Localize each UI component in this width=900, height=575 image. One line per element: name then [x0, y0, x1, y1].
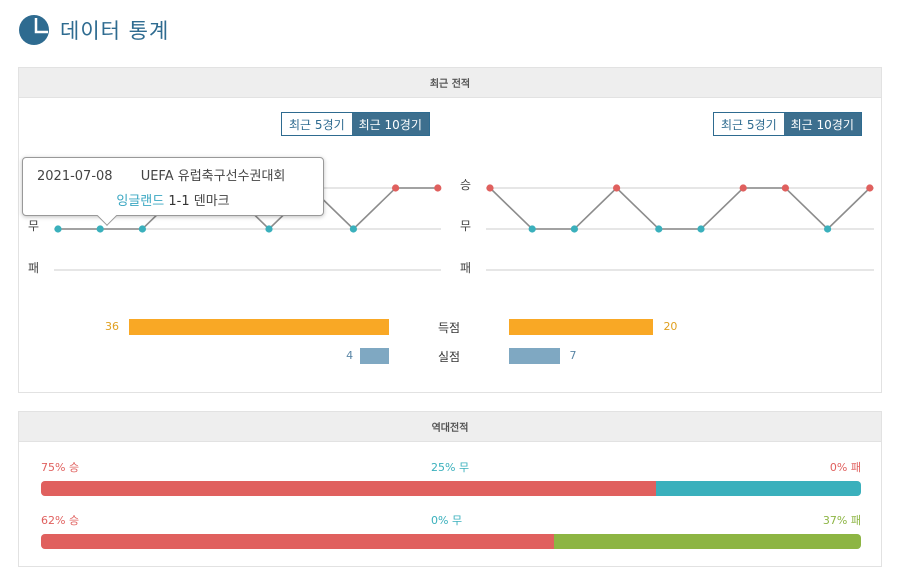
pie-chart-icon	[19, 15, 49, 45]
left-recent-10-button[interactable]: 최근 10경기	[351, 113, 429, 135]
goals-conceded-left-bar	[360, 348, 389, 364]
h2h-row-1-win-segment	[41, 481, 656, 496]
h2h-row-1-bar	[41, 481, 861, 496]
goals-scored-left-value: 36	[105, 320, 119, 333]
right-form-point-10[interactable]	[866, 184, 874, 192]
h2h-row-2-loss-segment	[553, 534, 861, 549]
right-draw-axis-label: 무	[460, 219, 472, 233]
left-form-point-2[interactable]	[96, 225, 104, 233]
left-loss-axis-label: 패	[28, 261, 40, 275]
right-form-point-3[interactable]	[570, 225, 579, 233]
tooltip-home-team[interactable]: 잉글랜드	[116, 194, 165, 209]
tooltip-away-team: 덴마크	[193, 194, 230, 209]
right-form-point-2[interactable]	[528, 225, 536, 233]
goals-conceded-right-value: 7	[569, 349, 577, 362]
right-loss-axis-label: 패	[460, 261, 472, 275]
tooltip-date: 2021-07-08	[37, 169, 113, 184]
recent-form-header: 최근 전적	[19, 68, 881, 98]
right-recent-10-button[interactable]: 최근 10경기	[783, 113, 861, 135]
goals-scored-row: 36 득점 20	[19, 317, 881, 337]
left-form-point-1[interactable]	[54, 225, 62, 233]
left-recent-5-button[interactable]: 최근 5경기	[282, 113, 352, 135]
goals-scored-right-bar	[509, 319, 654, 335]
head-to-head-header: 역대전적	[19, 412, 881, 442]
right-form-point-1[interactable]	[486, 184, 494, 192]
page-header: 데이터 통계	[18, 12, 169, 48]
left-form-point-9[interactable]	[392, 184, 400, 192]
h2h-row-2-win-segment	[41, 534, 554, 549]
right-recent-5-button[interactable]: 최근 5경기	[714, 113, 784, 135]
h2h-row-1: 75% 승 25% 무 0% 패	[41, 459, 861, 496]
goals-scored-right-value: 20	[663, 320, 678, 333]
head-to-head-panel: 역대전적 75% 승 25% 무 0% 패 62% 승 0% 무 37% 패	[18, 411, 882, 567]
h2h-row-1-loss-label: 0% 패	[829, 461, 861, 474]
h2h-row-2-draw-label: 0% 무	[431, 514, 463, 527]
h2h-row-1-win-label: 75% 승	[41, 461, 80, 474]
right-form-point-7[interactable]	[739, 184, 747, 192]
goals-conceded-row: 4 실점 7	[19, 346, 881, 366]
match-tooltip: 2021-07-08 UEFA 유럽축구선수권대회 잉글랜드 1-1 덴마크	[22, 157, 324, 226]
goals-conceded-left-value: 4	[346, 349, 354, 362]
right-form-point-5[interactable]	[655, 225, 663, 233]
right-form-point-6[interactable]	[697, 225, 705, 233]
h2h-row-2-bar	[41, 534, 861, 549]
right-win-axis-label: 승	[460, 178, 472, 192]
left-form-point-3[interactable]	[138, 225, 146, 233]
page-title: 데이터 통계	[60, 19, 170, 43]
h2h-row-2-loss-label: 37% 패	[822, 514, 861, 527]
left-form-point-8[interactable]	[349, 225, 357, 233]
right-form-line	[489, 186, 871, 231]
goals-conceded-label: 실점	[437, 350, 461, 364]
recent-form-panel: 최근 전적 최근 5경기 최근 10경기 최근 5경기 최근 10경기 무 패 …	[18, 67, 882, 393]
goals-scored-label: 득점	[437, 321, 461, 335]
right-form-point-8[interactable]	[781, 184, 790, 192]
left-form-point-10[interactable]	[434, 184, 442, 192]
h2h-row-1-draw-segment	[656, 481, 861, 496]
tooltip-score: 1-1	[168, 194, 190, 209]
goals-scored-left-bar	[129, 319, 389, 335]
left-range-toggle: 최근 5경기 최근 10경기	[281, 112, 430, 136]
right-form-point-9[interactable]	[824, 225, 832, 233]
right-range-toggle: 최근 5경기 최근 10경기	[713, 112, 862, 136]
goals-conceded-right-bar	[509, 348, 560, 364]
left-form-point-6[interactable]	[265, 225, 273, 233]
h2h-row-2-win-label: 62% 승	[41, 514, 80, 527]
tooltip-competition: UEFA 유럽축구선수권대회	[140, 169, 286, 184]
left-draw-axis-label: 무	[28, 219, 40, 233]
h2h-row-1-draw-label: 25% 무	[431, 461, 470, 474]
h2h-row-2: 62% 승 0% 무 37% 패	[41, 512, 861, 549]
right-form-point-4[interactable]	[613, 184, 621, 192]
